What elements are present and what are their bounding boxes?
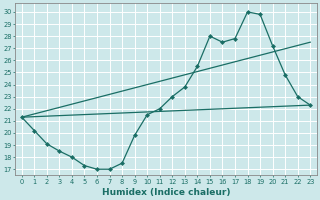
X-axis label: Humidex (Indice chaleur): Humidex (Indice chaleur) <box>102 188 230 197</box>
